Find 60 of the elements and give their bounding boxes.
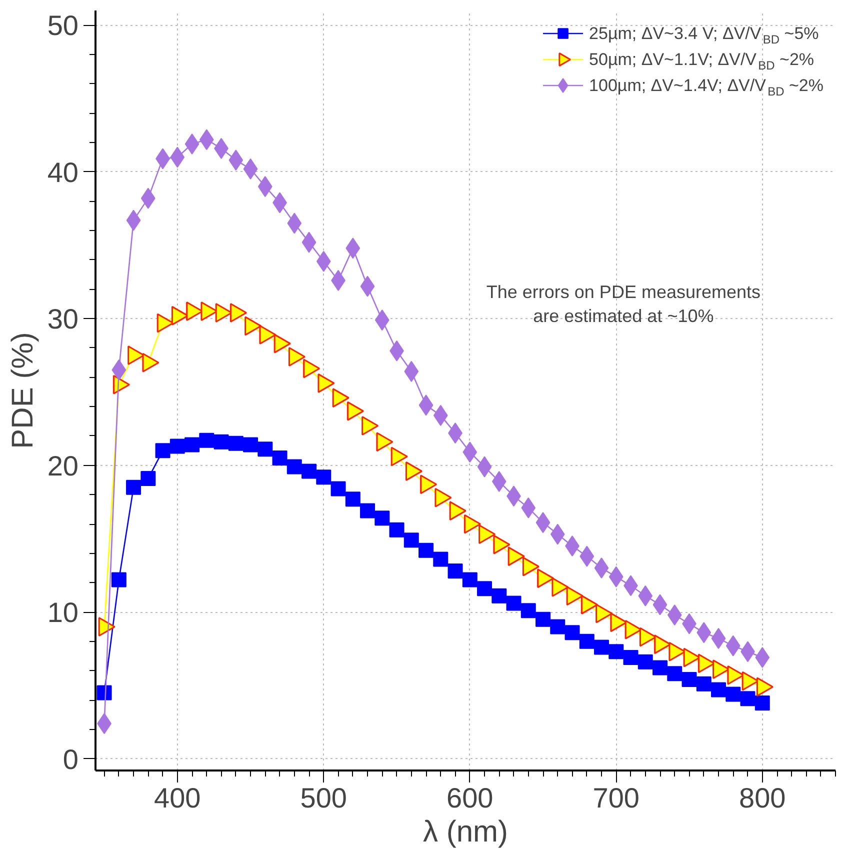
y-tick-label: 30 (47, 304, 79, 335)
point (608, 644, 624, 660)
point (579, 634, 594, 649)
point (754, 696, 770, 711)
point (520, 603, 536, 618)
y-tick-label: 50 (47, 10, 79, 42)
point (389, 522, 404, 538)
point (170, 438, 185, 454)
point (726, 686, 741, 702)
point (594, 640, 610, 655)
x-axis-title: λ (nm) (423, 816, 508, 848)
y-tick-label: 0 (62, 744, 79, 775)
point (111, 572, 126, 588)
point (345, 492, 360, 507)
point (330, 481, 346, 496)
point (652, 660, 668, 676)
point (302, 464, 317, 479)
point (360, 503, 376, 518)
point (433, 552, 448, 567)
point (696, 676, 712, 692)
point (286, 459, 302, 474)
y-tick-label: 20 (47, 450, 79, 482)
x-tick-label: 500 (300, 782, 348, 814)
point (374, 510, 390, 526)
y-axis-title: PDE (%) (6, 332, 40, 449)
point (199, 432, 214, 448)
point (155, 443, 170, 458)
point (140, 471, 156, 486)
y-tick-label: 40 (47, 156, 79, 188)
point (316, 470, 332, 485)
point (272, 450, 288, 466)
point (126, 480, 142, 495)
point (96, 685, 112, 700)
point (711, 682, 726, 698)
point (740, 691, 756, 706)
point (184, 437, 200, 452)
point (448, 563, 463, 578)
x-tick-label: 600 (446, 782, 494, 814)
point (418, 542, 434, 558)
y-tick-label: 10 (47, 597, 79, 628)
point (243, 437, 258, 452)
x-tick-label: 800 (739, 782, 786, 814)
point (564, 625, 580, 640)
point (506, 596, 522, 611)
point (258, 442, 273, 457)
point (228, 436, 244, 451)
point (623, 650, 638, 666)
point (682, 672, 697, 688)
x-tick-label: 700 (592, 782, 640, 814)
x-tick-label: 400 (154, 782, 201, 814)
point (404, 532, 419, 548)
point (550, 619, 566, 634)
point (638, 654, 653, 670)
point (477, 581, 492, 596)
annotation: The errors on PDE measurements are estimated at ~10% (486, 282, 760, 326)
point (462, 572, 478, 588)
point (536, 612, 551, 627)
point (492, 588, 507, 604)
point (214, 434, 229, 450)
point (667, 666, 682, 682)
